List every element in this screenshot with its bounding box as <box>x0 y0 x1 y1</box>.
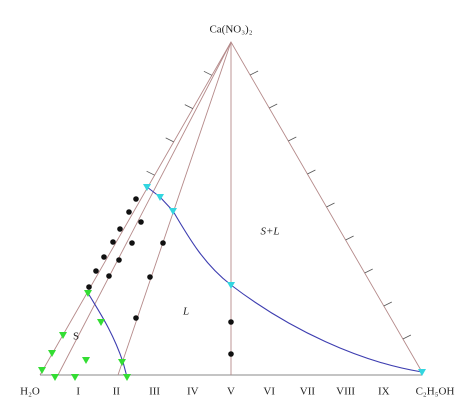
point <box>147 274 153 280</box>
point <box>86 284 92 290</box>
axis-label: II <box>113 386 121 398</box>
tick <box>402 334 412 340</box>
marker <box>82 357 90 364</box>
tick <box>184 104 193 109</box>
point <box>93 268 99 274</box>
point <box>228 351 234 357</box>
marker <box>84 290 92 297</box>
region-label: L <box>182 306 189 318</box>
point <box>133 196 139 202</box>
axis-label: VII <box>300 386 316 398</box>
point <box>101 254 107 260</box>
axis-label: V <box>227 386 235 398</box>
region-label: S <box>73 331 79 343</box>
axis-label: IX <box>378 386 390 398</box>
marker <box>59 332 67 339</box>
tick <box>345 235 354 241</box>
tick <box>269 103 278 109</box>
vertex-label: C₂H₅OH <box>416 386 455 398</box>
axis-label: I <box>76 386 80 398</box>
point <box>116 257 122 263</box>
triangle-markers <box>38 184 426 381</box>
region-label: S+L <box>260 226 279 238</box>
tick <box>364 268 373 274</box>
tick <box>203 70 213 76</box>
marker <box>156 194 164 201</box>
tick <box>146 170 155 176</box>
tick <box>288 136 297 142</box>
marker <box>118 359 126 366</box>
marker <box>418 369 426 376</box>
point <box>133 315 139 321</box>
tick <box>249 70 259 76</box>
marker <box>38 367 46 374</box>
marker <box>51 374 59 381</box>
point <box>129 240 135 246</box>
tick <box>383 301 392 307</box>
marker <box>143 184 151 191</box>
tick <box>326 202 335 208</box>
vertex-label: H₂O <box>20 386 40 398</box>
points <box>86 196 234 357</box>
axis-label: VI <box>263 386 275 398</box>
vertex-label: Ca(NO₃)₂ <box>209 24 252 36</box>
marker <box>71 374 79 381</box>
axis-labels: I II III IV V VI VII VIII IX <box>76 386 389 398</box>
point <box>228 319 234 325</box>
tick <box>307 169 316 175</box>
point <box>160 240 166 246</box>
point <box>138 219 144 225</box>
marker <box>97 319 105 326</box>
point <box>106 273 112 279</box>
edge-ticks <box>146 70 412 340</box>
marker <box>169 208 177 215</box>
point <box>126 209 132 215</box>
axis-label: III <box>149 386 160 398</box>
tie-line <box>57 41 232 376</box>
triangle <box>39 41 423 376</box>
marker <box>123 374 131 381</box>
marker <box>48 350 56 357</box>
axis-label: VIII <box>336 386 355 398</box>
tick <box>165 137 174 143</box>
point <box>117 226 123 232</box>
axis-label: IV <box>187 386 199 398</box>
marker <box>227 282 235 289</box>
solubility-curve <box>146 186 423 373</box>
point <box>110 239 116 245</box>
